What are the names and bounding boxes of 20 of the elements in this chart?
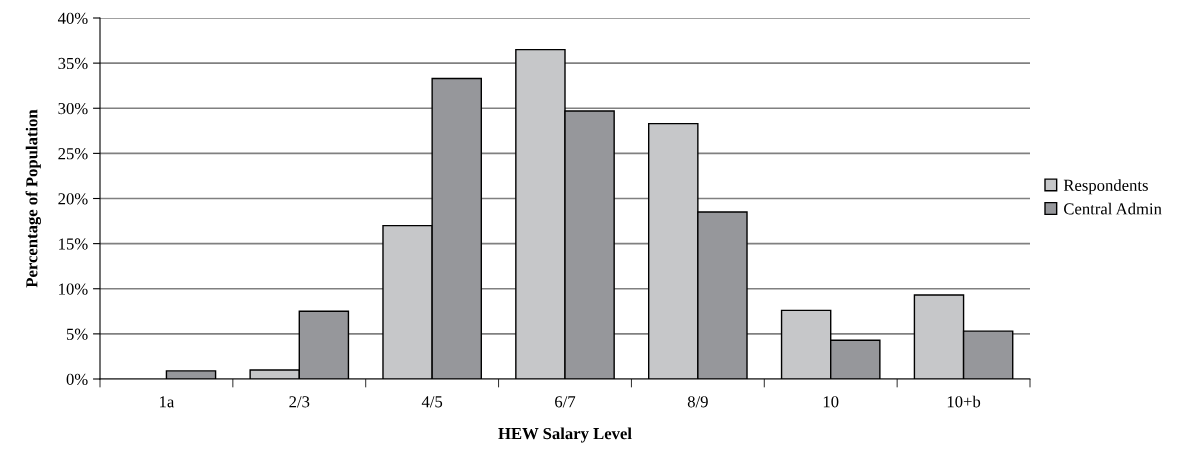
y-tick-label: 25%: [58, 148, 88, 160]
y-axis-title: Percentage of Population: [25, 109, 41, 288]
y-tick-label: 20%: [58, 193, 88, 205]
y-tick-label: 40%: [57, 12, 88, 24]
y-tick-label: 35%: [58, 57, 88, 70]
x-tick-label: 8/9: [687, 396, 708, 408]
y-tick-label: 0%: [66, 373, 88, 385]
y-tick-label: 15%: [59, 238, 88, 250]
x-tick-label: 10+b: [947, 395, 981, 408]
legend-label: Central Admin: [1064, 202, 1162, 215]
x-tick-label: 4/5: [421, 396, 443, 408]
x-tick-label: 2/3: [289, 396, 310, 408]
y-tick-label: 5%: [66, 328, 88, 340]
legend-label: Respondents: [1063, 179, 1148, 195]
x-axis-title: HEW Salary Level: [498, 427, 632, 443]
y-tick-label: 10%: [59, 283, 88, 295]
x-tick-label: 10: [823, 396, 839, 408]
x-tick-label: 6/7: [555, 396, 576, 408]
x-tick-label: 1a: [160, 396, 175, 408]
y-tick-label: 30%: [58, 102, 88, 115]
